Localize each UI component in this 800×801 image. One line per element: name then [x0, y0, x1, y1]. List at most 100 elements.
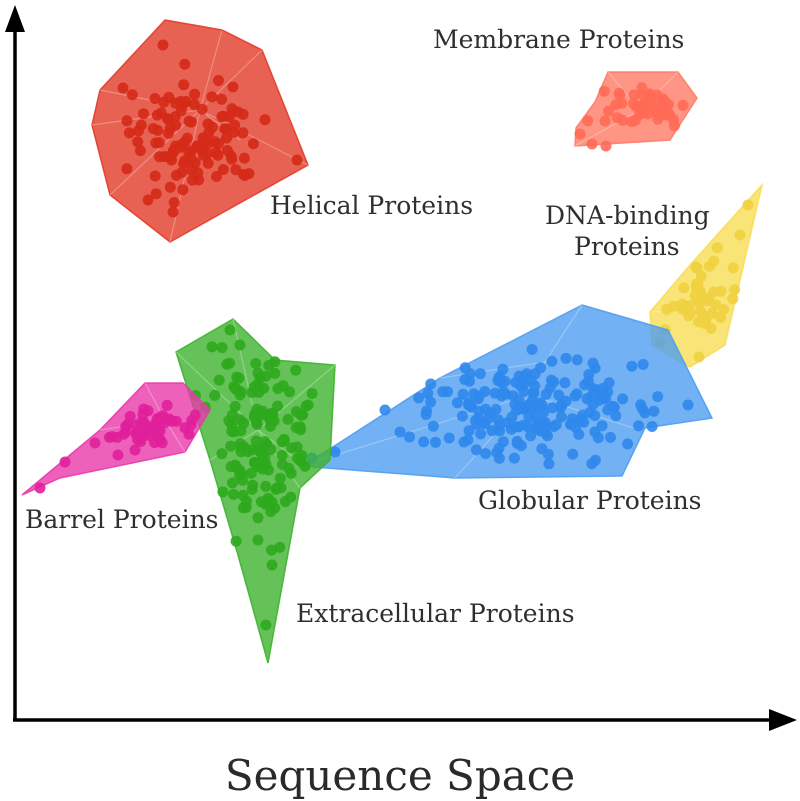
cluster-globular-point — [648, 405, 660, 417]
cluster-dna-point — [727, 293, 739, 305]
cluster-membrane-facet — [574, 109, 641, 147]
cluster-globular-point — [442, 386, 453, 398]
cluster-dna-point — [729, 284, 741, 296]
cluster-globular-point — [565, 418, 577, 430]
cluster-dna-point — [700, 314, 712, 326]
cluster-extracellular-point — [216, 448, 228, 460]
label-dna-binding-line2: Proteins — [574, 232, 680, 261]
cluster-barrel-point — [129, 444, 141, 456]
cluster-extracellular-point — [247, 479, 259, 491]
cluster-helical-point — [157, 39, 169, 51]
cluster-extracellular-point — [260, 370, 272, 382]
cluster-helical-point — [185, 154, 197, 166]
cluster-helical-point — [198, 149, 209, 161]
cluster-extracellular-point — [295, 424, 307, 436]
cluster-extracellular-point — [231, 462, 243, 474]
cluster-extracellular-point — [276, 450, 288, 461]
cluster-dna-point — [676, 298, 688, 310]
cluster-globular-point — [589, 454, 601, 466]
cluster-extracellular-point — [278, 435, 290, 447]
cluster-membrane-point — [599, 115, 611, 127]
cluster-helical-point — [211, 171, 222, 182]
cluster-globular-point — [548, 421, 560, 432]
cluster-globular-point — [535, 362, 547, 374]
label-globular-proteins: Globular Proteins — [478, 486, 702, 515]
cluster-helical-point — [121, 163, 133, 175]
cluster-extracellular-point — [252, 534, 264, 546]
cluster-extracellular-point — [237, 489, 249, 501]
cluster-globular-point — [329, 446, 341, 458]
cluster-helical-point — [239, 170, 251, 181]
cluster-globular-point — [456, 410, 468, 422]
cluster-globular-point — [610, 410, 622, 422]
cluster-helical-point — [132, 136, 144, 148]
cluster-helical-hull — [91, 19, 309, 243]
cluster-helical-point — [180, 95, 192, 107]
cluster-helical-point — [291, 154, 303, 166]
cluster-helical-point — [189, 88, 201, 100]
cluster-membrane-point — [603, 105, 614, 117]
cluster-membrane-point — [668, 120, 680, 132]
cluster-extracellular-point — [259, 436, 271, 448]
cluster-helical-point — [206, 121, 218, 133]
cluster-globular-point — [473, 391, 485, 402]
cluster-dna-point — [710, 299, 722, 311]
cluster-membrane-point — [610, 99, 622, 111]
axes — [5, 5, 797, 731]
cluster-helical-point — [138, 108, 149, 120]
cluster-extracellular-point — [252, 512, 264, 524]
cluster-globular-point — [463, 399, 474, 411]
cluster-globular-point — [518, 378, 530, 390]
cluster-globular-point — [430, 436, 441, 448]
cluster-globular-point — [559, 377, 571, 389]
cluster-helical-point — [167, 206, 179, 218]
label-barrel-proteins: Barrel Proteins — [25, 505, 219, 534]
y-axis-arrowhead — [5, 5, 25, 32]
cluster-globular — [297, 304, 714, 479]
cluster-globular-point — [479, 418, 491, 429]
cluster-globular-point — [474, 368, 486, 380]
cluster-dna-point — [695, 270, 707, 282]
cluster-helical-point — [132, 125, 144, 137]
cluster-barrel-point — [120, 426, 132, 438]
cluster-globular-point — [560, 395, 572, 407]
cluster-extracellular-point — [274, 541, 286, 553]
cluster-globular-point — [457, 388, 469, 400]
cluster-globular-point — [633, 420, 644, 432]
cluster-extracellular-point — [269, 502, 281, 514]
cluster-dna-point — [678, 282, 690, 294]
cluster-globular-point — [518, 386, 530, 398]
cluster-helical-point — [206, 91, 218, 103]
cluster-extracellular-point — [235, 425, 247, 437]
cluster-dna-point — [693, 351, 705, 363]
cluster-helical-point — [197, 139, 209, 151]
cluster-extracellular-point — [234, 414, 246, 426]
cluster-globular-point — [508, 452, 520, 464]
cluster-helical-point — [221, 132, 232, 144]
cluster-helical-point — [223, 111, 235, 123]
cluster-extracellular-point — [228, 488, 239, 500]
cluster-globular-point — [420, 409, 432, 420]
cluster-dna-point — [708, 255, 720, 267]
cluster-extracellular-point — [274, 472, 286, 484]
cluster-membrane-point — [598, 85, 610, 97]
cluster-membrane-point — [633, 109, 645, 121]
cluster-helical-point — [163, 127, 174, 139]
cluster-globular-point — [493, 452, 505, 464]
cluster-helical-point — [170, 140, 182, 152]
cluster-membrane-point — [582, 115, 594, 127]
cluster-extracellular-point — [269, 367, 281, 379]
x-axis-title: Sequence Space — [225, 751, 575, 800]
cluster-dna-point — [696, 289, 708, 301]
cluster-helical-point — [151, 109, 163, 121]
cluster-helical-point — [216, 111, 228, 123]
cluster-extracellular-point — [265, 408, 277, 420]
cluster-helical-point — [158, 96, 170, 108]
cluster-globular-point — [422, 387, 434, 399]
cluster-helical-point — [232, 106, 244, 118]
cluster-barrel-point — [161, 399, 173, 411]
cluster-globular-point — [418, 436, 430, 448]
cluster-helical-point — [212, 138, 224, 150]
cluster-globular-point — [569, 390, 581, 402]
